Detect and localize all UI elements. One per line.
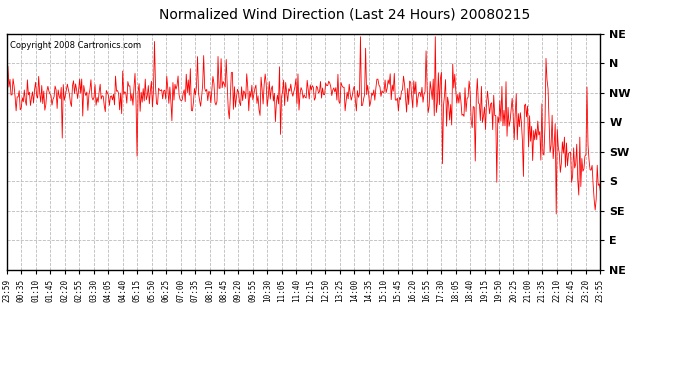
Text: Normalized Wind Direction (Last 24 Hours) 20080215: Normalized Wind Direction (Last 24 Hours… (159, 8, 531, 21)
Text: Copyright 2008 Cartronics.com: Copyright 2008 Cartronics.com (10, 41, 141, 50)
